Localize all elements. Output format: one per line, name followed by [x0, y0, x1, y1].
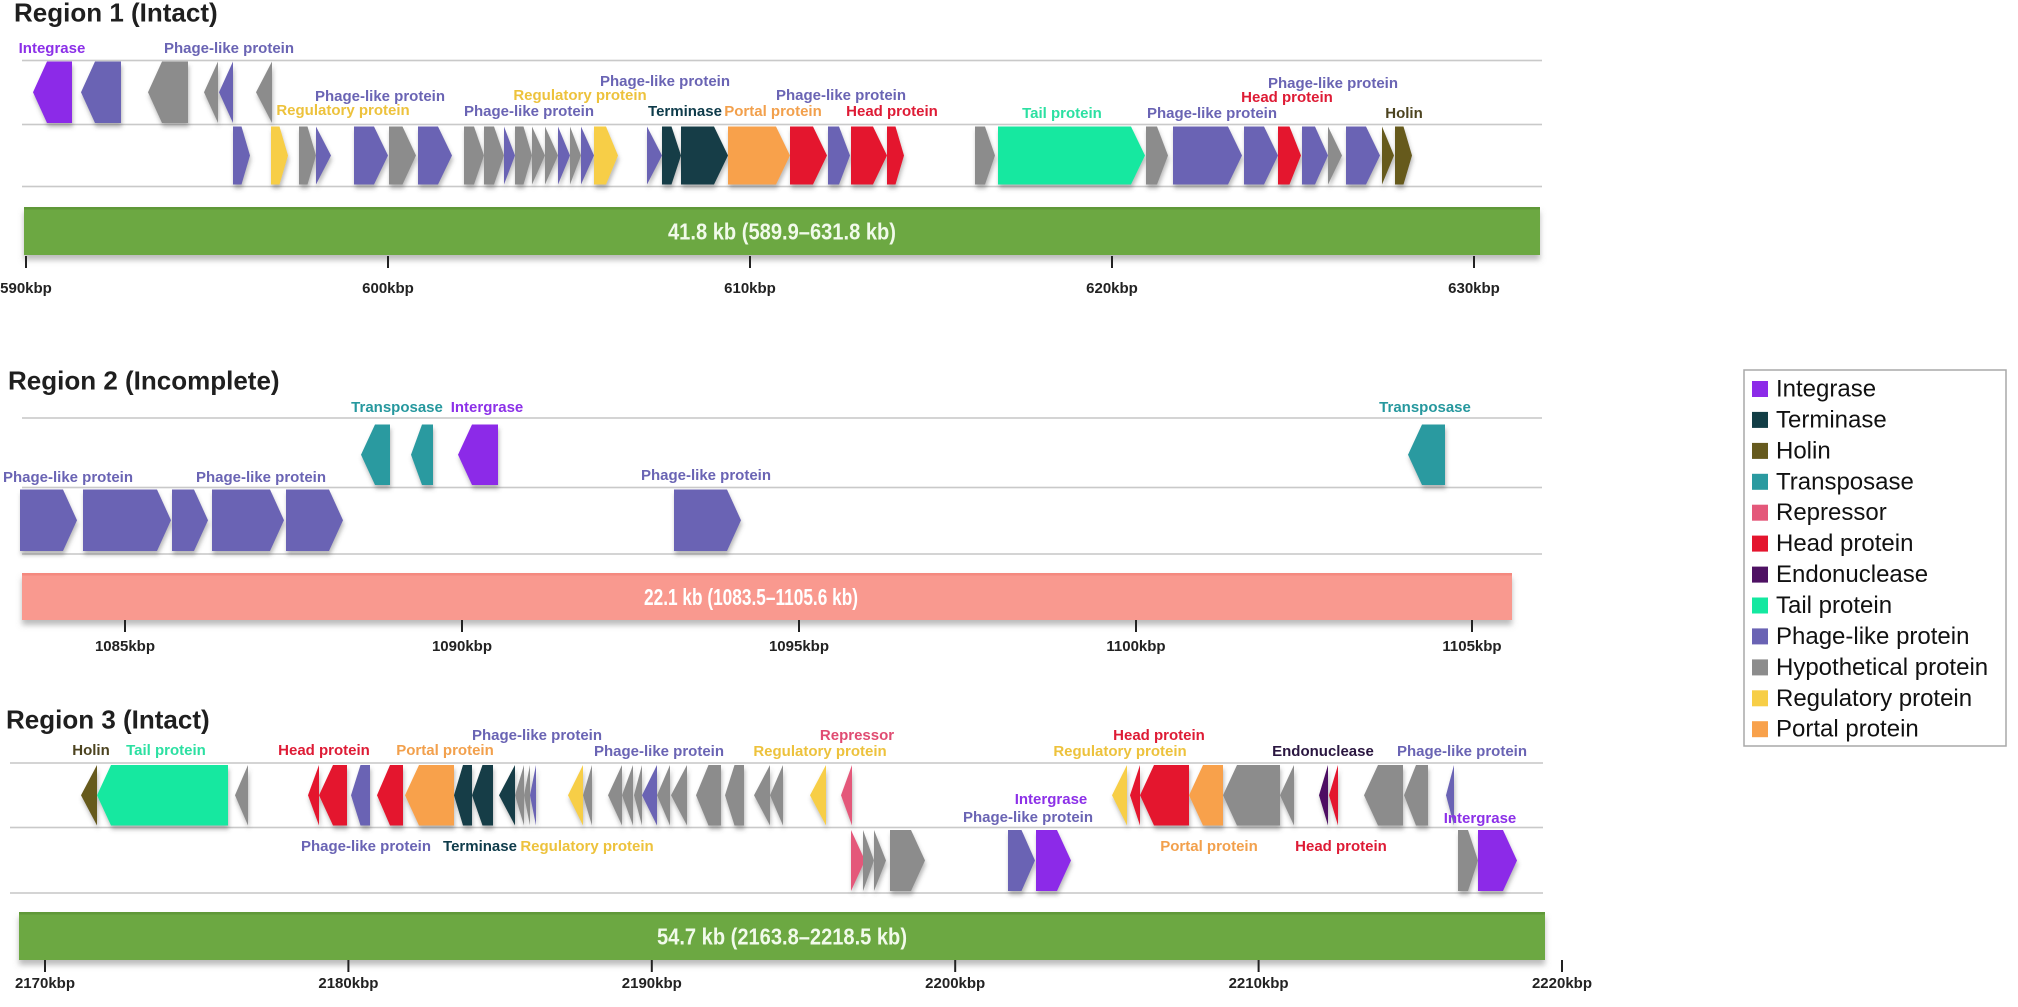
svg-text:Holin: Holin — [72, 742, 110, 759]
svg-text:Phage-like protein: Phage-like protein — [301, 838, 431, 855]
svg-text:Phage-like protein: Phage-like protein — [464, 103, 594, 120]
svg-text:610kbp: 610kbp — [724, 280, 776, 297]
svg-text:Head protein: Head protein — [1776, 530, 1913, 557]
svg-text:Region 2 (Incomplete): Region 2 (Incomplete) — [8, 366, 280, 396]
svg-text:Head protein: Head protein — [278, 742, 370, 759]
svg-text:Intergrase: Intergrase — [451, 399, 524, 416]
svg-text:Regulatory protein: Regulatory protein — [1053, 743, 1186, 760]
svg-text:Phage-like protein: Phage-like protein — [594, 743, 724, 760]
svg-text:630kbp: 630kbp — [1448, 280, 1500, 297]
svg-text:2170kbp: 2170kbp — [15, 975, 75, 992]
svg-text:Intergrase: Intergrase — [1444, 810, 1517, 827]
svg-text:Phage-like protein: Phage-like protein — [196, 469, 326, 486]
svg-text:Portal protein: Portal protein — [724, 103, 822, 120]
svg-text:Head protein: Head protein — [1113, 727, 1205, 744]
svg-text:Phage-like protein: Phage-like protein — [164, 40, 294, 57]
svg-text:Tail protein: Tail protein — [126, 742, 206, 759]
svg-text:1095kbp: 1095kbp — [769, 638, 829, 655]
svg-text:Region 1 (Intact): Region 1 (Intact) — [14, 0, 218, 28]
svg-text:Phage-like protein: Phage-like protein — [1147, 105, 1277, 122]
svg-text:Integrase: Integrase — [19, 40, 86, 57]
svg-text:Repressor: Repressor — [820, 727, 894, 744]
svg-text:Phage-like protein: Phage-like protein — [776, 87, 906, 104]
svg-text:1090kbp: 1090kbp — [432, 638, 492, 655]
svg-text:Terminase: Terminase — [443, 838, 517, 855]
svg-text:2190kbp: 2190kbp — [622, 975, 682, 992]
svg-text:Transposase: Transposase — [1776, 468, 1914, 495]
svg-text:54.7 kb (2163.8–2218.5 kb): 54.7 kb (2163.8–2218.5 kb) — [657, 923, 907, 949]
svg-text:Repressor: Repressor — [1776, 499, 1887, 526]
svg-text:Region 3 (Intact): Region 3 (Intact) — [6, 705, 210, 735]
svg-text:Portal protein: Portal protein — [1160, 838, 1258, 855]
svg-text:600kbp: 600kbp — [362, 280, 414, 297]
svg-text:Terminase: Terminase — [1776, 406, 1887, 433]
svg-text:Phage-like protein: Phage-like protein — [3, 469, 133, 486]
svg-text:Phage-like protein: Phage-like protein — [1397, 743, 1527, 760]
svg-text:1085kbp: 1085kbp — [95, 638, 155, 655]
svg-text:Regulatory protein: Regulatory protein — [753, 743, 886, 760]
svg-text:Phage-like protein: Phage-like protein — [600, 73, 730, 90]
svg-text:Phage-like protein: Phage-like protein — [472, 727, 602, 744]
svg-text:41.8 kb (589.9–631.8 kb): 41.8 kb (589.9–631.8 kb) — [668, 218, 896, 244]
svg-text:2220kbp: 2220kbp — [1532, 975, 1592, 992]
svg-text:Regulatory protein: Regulatory protein — [1776, 685, 1972, 712]
svg-text:Tail protein: Tail protein — [1022, 105, 1102, 122]
svg-text:1105kbp: 1105kbp — [1442, 638, 1501, 655]
svg-text:Transposase: Transposase — [351, 399, 443, 416]
svg-text:Phage-like protein: Phage-like protein — [1776, 623, 1969, 650]
svg-text:Head protein: Head protein — [1241, 89, 1333, 106]
svg-text:Head protein: Head protein — [846, 103, 938, 120]
svg-text:Phage-like protein: Phage-like protein — [641, 467, 771, 484]
svg-text:Phage-like protein: Phage-like protein — [315, 88, 445, 105]
svg-text:Regulatory protein: Regulatory protein — [520, 838, 653, 855]
svg-text:Intergrase: Intergrase — [1015, 791, 1088, 808]
svg-text:Endonuclease: Endonuclease — [1776, 561, 1928, 588]
svg-text:Portal protein: Portal protein — [396, 742, 494, 759]
svg-text:Portal protein: Portal protein — [1776, 716, 1919, 743]
svg-text:Head protein: Head protein — [1295, 838, 1387, 855]
svg-text:590kbp: 590kbp — [0, 280, 52, 297]
svg-text:Regulatory protein: Regulatory protein — [513, 87, 646, 104]
svg-text:Tail protein: Tail protein — [1776, 592, 1892, 619]
svg-text:Holin: Holin — [1385, 105, 1423, 122]
svg-text:1100kbp: 1100kbp — [1106, 638, 1165, 655]
svg-text:Phage-like protein: Phage-like protein — [963, 809, 1093, 826]
svg-text:Endonuclease: Endonuclease — [1272, 743, 1374, 760]
svg-text:2210kbp: 2210kbp — [1229, 975, 1289, 992]
svg-text:620kbp: 620kbp — [1086, 280, 1138, 297]
svg-text:Hypothetical protein: Hypothetical protein — [1776, 654, 1988, 681]
svg-text:Regulatory protein: Regulatory protein — [276, 102, 409, 119]
svg-text:2200kbp: 2200kbp — [925, 975, 985, 992]
svg-text:Terminase: Terminase — [648, 103, 722, 120]
svg-text:Transposase: Transposase — [1379, 399, 1471, 416]
svg-text:22.1 kb (1083.5–1105.6 kb): 22.1 kb (1083.5–1105.6 kb) — [644, 584, 858, 610]
svg-text:Holin: Holin — [1776, 437, 1831, 464]
svg-text:Phage-like protein: Phage-like protein — [1268, 75, 1398, 92]
svg-text:Integrase: Integrase — [1776, 376, 1876, 403]
svg-text:2180kbp: 2180kbp — [318, 975, 378, 992]
